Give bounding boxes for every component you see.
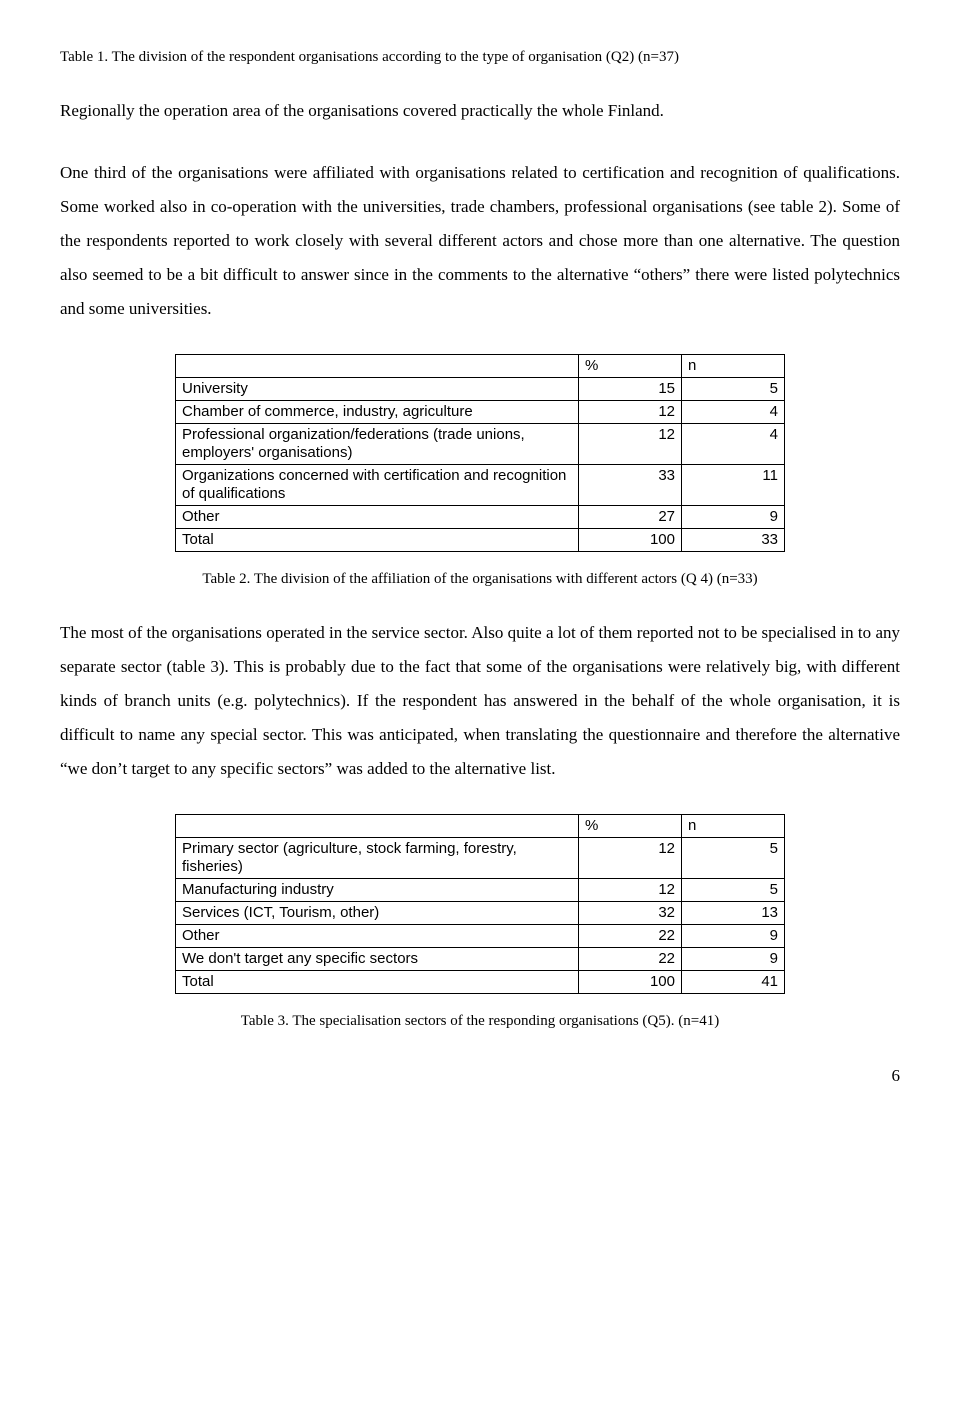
row-label: We don't target any specific sectors [176, 948, 579, 971]
row-label: Other [176, 506, 579, 529]
row-n: 11 [682, 465, 785, 506]
row-pct: 27 [579, 506, 682, 529]
row-n: 33 [682, 529, 785, 552]
table-row: Primary sector (agriculture, stock farmi… [176, 838, 785, 879]
row-label: Services (ICT, Tourism, other) [176, 902, 579, 925]
table-header-row: % n [176, 355, 785, 378]
table2-caption: Table 2. The division of the affiliation… [60, 570, 900, 588]
table-row: Other 27 9 [176, 506, 785, 529]
paragraph-2: One third of the organisations were affi… [60, 156, 900, 326]
table-row: Services (ICT, Tourism, other) 32 13 [176, 902, 785, 925]
row-n: 5 [682, 879, 785, 902]
row-pct: 32 [579, 902, 682, 925]
row-label: Manufacturing industry [176, 879, 579, 902]
table3-caption: Table 3. The specialisation sectors of t… [60, 1012, 900, 1030]
row-n: 13 [682, 902, 785, 925]
page-number: 6 [60, 1066, 900, 1086]
row-n: 41 [682, 971, 785, 994]
paragraph-3: The most of the organisations operated i… [60, 616, 900, 786]
row-pct: 12 [579, 838, 682, 879]
row-label: Primary sector (agriculture, stock farmi… [176, 838, 579, 879]
row-n: 4 [682, 424, 785, 465]
table-row: Manufacturing industry 12 5 [176, 879, 785, 902]
row-label: Total [176, 971, 579, 994]
row-label: Professional organization/federations (t… [176, 424, 579, 465]
row-pct: 12 [579, 424, 682, 465]
row-n: 9 [682, 506, 785, 529]
table-row: Professional organization/federations (t… [176, 424, 785, 465]
row-pct: 22 [579, 925, 682, 948]
table-header-pct: % [579, 355, 682, 378]
table-row: Total 100 41 [176, 971, 785, 994]
row-pct: 22 [579, 948, 682, 971]
row-label: Organizations concerned with certificati… [176, 465, 579, 506]
table-header-n: n [682, 815, 785, 838]
row-pct: 100 [579, 971, 682, 994]
row-label: Chamber of commerce, industry, agricultu… [176, 401, 579, 424]
row-label: Total [176, 529, 579, 552]
table-row: We don't target any specific sectors 22 … [176, 948, 785, 971]
row-label: Other [176, 925, 579, 948]
table-row: Total 100 33 [176, 529, 785, 552]
table-header-pct: % [579, 815, 682, 838]
row-n: 9 [682, 948, 785, 971]
table-row: University 15 5 [176, 378, 785, 401]
table-row: Organizations concerned with certificati… [176, 465, 785, 506]
table-header-blank [176, 355, 579, 378]
paragraph-1: Regionally the operation area of the org… [60, 94, 900, 128]
row-pct: 33 [579, 465, 682, 506]
table-3: % n Primary sector (agriculture, stock f… [175, 814, 785, 994]
row-pct: 12 [579, 401, 682, 424]
row-n: 9 [682, 925, 785, 948]
row-label: University [176, 378, 579, 401]
row-n: 5 [682, 838, 785, 879]
table-header-blank [176, 815, 579, 838]
table-row: Chamber of commerce, industry, agricultu… [176, 401, 785, 424]
table-2: % n University 15 5 Chamber of commerce,… [175, 354, 785, 552]
row-pct: 100 [579, 529, 682, 552]
table-row: Other 22 9 [176, 925, 785, 948]
table-header-n: n [682, 355, 785, 378]
row-n: 5 [682, 378, 785, 401]
table-header-row: % n [176, 815, 785, 838]
row-pct: 12 [579, 879, 682, 902]
table1-caption: Table 1. The division of the respondent … [60, 48, 900, 66]
row-pct: 15 [579, 378, 682, 401]
row-n: 4 [682, 401, 785, 424]
